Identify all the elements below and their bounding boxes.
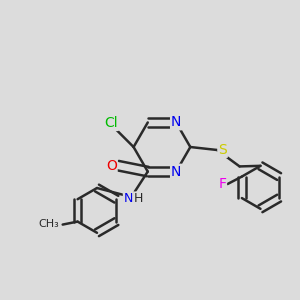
Text: H: H (134, 192, 143, 205)
Text: F: F (218, 177, 226, 191)
Text: N: N (124, 192, 133, 205)
Text: N: N (171, 116, 181, 129)
Text: O: O (106, 159, 117, 172)
Text: N: N (171, 165, 181, 178)
Text: Cl: Cl (104, 116, 118, 130)
Text: CH₃: CH₃ (38, 219, 59, 229)
Text: S: S (218, 143, 227, 157)
